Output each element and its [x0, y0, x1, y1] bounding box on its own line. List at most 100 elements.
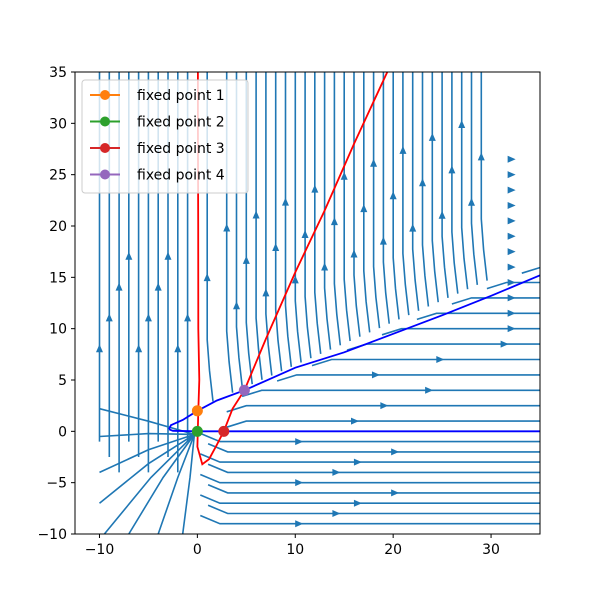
nullcline-blue-upper — [168, 274, 540, 430]
streamline-arrow — [233, 301, 241, 310]
legend-label: fixed point 1 — [137, 88, 225, 104]
streamline-horizontal — [381, 327, 540, 336]
y-tick-label: −5 — [46, 476, 67, 492]
streamline-arrow — [330, 217, 338, 226]
streamline-vertical — [451, 72, 459, 294]
streamline-vertical — [372, 72, 381, 329]
streamline-vertical — [411, 72, 420, 311]
streamline-vertical — [206, 72, 214, 402]
streamline-arrow — [135, 344, 143, 353]
streamline-arrow — [391, 489, 400, 497]
y-tick-label: 0 — [58, 424, 67, 440]
streamline-arrow — [340, 171, 348, 180]
streamline-arrow — [311, 184, 319, 193]
streamline-converging — [103, 433, 195, 534]
streamline-arrow — [371, 371, 380, 379]
streamline-horizontal — [199, 494, 540, 504]
streamline-arrow — [184, 313, 192, 322]
streamline-horizontal — [540, 252, 576, 258]
streamline-vertical — [304, 72, 312, 359]
fixed-point-marker-2 — [191, 425, 203, 437]
y-tick-label: −10 — [37, 527, 67, 543]
legend-marker — [100, 169, 110, 180]
streamline-arrow — [467, 197, 475, 206]
streamline-arrow — [174, 344, 182, 353]
streamline-horizontal — [486, 281, 540, 290]
streamline-arrow — [321, 262, 329, 271]
x-tick-label: 30 — [482, 542, 500, 558]
streamline-arrow — [409, 223, 417, 232]
streamline-arrow — [203, 273, 211, 282]
nullclines — [168, 72, 540, 466]
streamline-arrow — [507, 248, 516, 256]
y-tick-label: 5 — [58, 373, 67, 389]
y-tick-label: 35 — [49, 65, 67, 81]
fixed-points — [191, 384, 250, 437]
fixed-point-marker-1 — [191, 405, 203, 417]
streamline-arrow — [332, 509, 341, 517]
streamline-horizontal — [451, 297, 540, 305]
nullcline-blue-lower — [168, 428, 540, 433]
streamline-arrow — [507, 263, 516, 271]
streamline-converging — [98, 433, 195, 504]
streamline-arrow — [164, 251, 172, 260]
streamline-arrow — [507, 325, 516, 333]
streamline-arrow — [428, 132, 436, 141]
streamline-arrow — [438, 210, 446, 219]
streamline-arrow — [380, 402, 389, 410]
streamline-horizontal — [540, 190, 600, 196]
streamline-arrow — [419, 178, 427, 187]
streamline-arrow — [223, 223, 231, 232]
streamline-vertical — [343, 72, 351, 342]
streamline-arrow — [105, 313, 113, 322]
streamline-horizontal — [540, 221, 600, 227]
streamline-horizontal — [207, 504, 540, 515]
streamline-arrow — [95, 344, 103, 353]
streamline-arrow — [507, 201, 516, 209]
streamline-horizontal — [540, 175, 600, 181]
streamline-arrow — [262, 288, 270, 297]
streamline-vertical — [323, 72, 332, 350]
legend: fixed point 1 fixed point 2 fixed point 3 f… — [81, 79, 249, 194]
streamline-arrow — [370, 158, 378, 167]
streamline-vertical — [441, 72, 449, 298]
streamline-arrow — [507, 309, 516, 317]
streamline-arrow — [500, 340, 509, 348]
streamline-arrow — [507, 171, 516, 179]
streamline-vertical — [470, 72, 479, 285]
streamline-arrow — [295, 520, 304, 528]
streamline-arrow — [144, 313, 152, 322]
streamline-arrow — [389, 191, 397, 200]
streamline-arrow — [360, 204, 368, 213]
streamline-horizontal — [199, 453, 540, 463]
legend-marker — [100, 116, 110, 127]
streamline-horizontal — [207, 483, 540, 494]
streamline-horizontal — [226, 404, 540, 413]
x-tick-label: 20 — [384, 542, 402, 558]
streamline-arrow — [295, 479, 304, 487]
axes: −10 0 10 20 30 −10 −5 0 5 10 15 20 25 30 35 — [37, 65, 500, 558]
fixed-point-marker-4 — [238, 384, 250, 396]
streamline-horizontal — [226, 420, 540, 428]
streamline-converging — [128, 433, 196, 534]
streamline-arrow — [507, 232, 516, 240]
x-tick-label: 10 — [286, 542, 304, 558]
streamline-horizontal — [540, 236, 600, 242]
streamline-horizontal — [416, 312, 540, 321]
nullcline-red — [196, 72, 389, 466]
y-tick-label: 15 — [49, 270, 67, 286]
streamline-vertical — [402, 72, 410, 316]
streamline-arrow — [507, 186, 516, 194]
legend-label: fixed point 4 — [137, 168, 225, 184]
streamline-horizontal — [199, 473, 540, 484]
streamline-vertical — [392, 72, 400, 320]
x-tick-label: −10 — [85, 542, 115, 558]
streamline-vertical — [421, 72, 430, 307]
streamline-vertical — [431, 72, 439, 303]
streamline-arrow — [477, 152, 485, 161]
streamline-horizontal — [311, 358, 540, 367]
streamline-horizontal — [540, 206, 600, 212]
legend-box — [81, 79, 249, 194]
y-tick-label: 10 — [49, 322, 67, 338]
